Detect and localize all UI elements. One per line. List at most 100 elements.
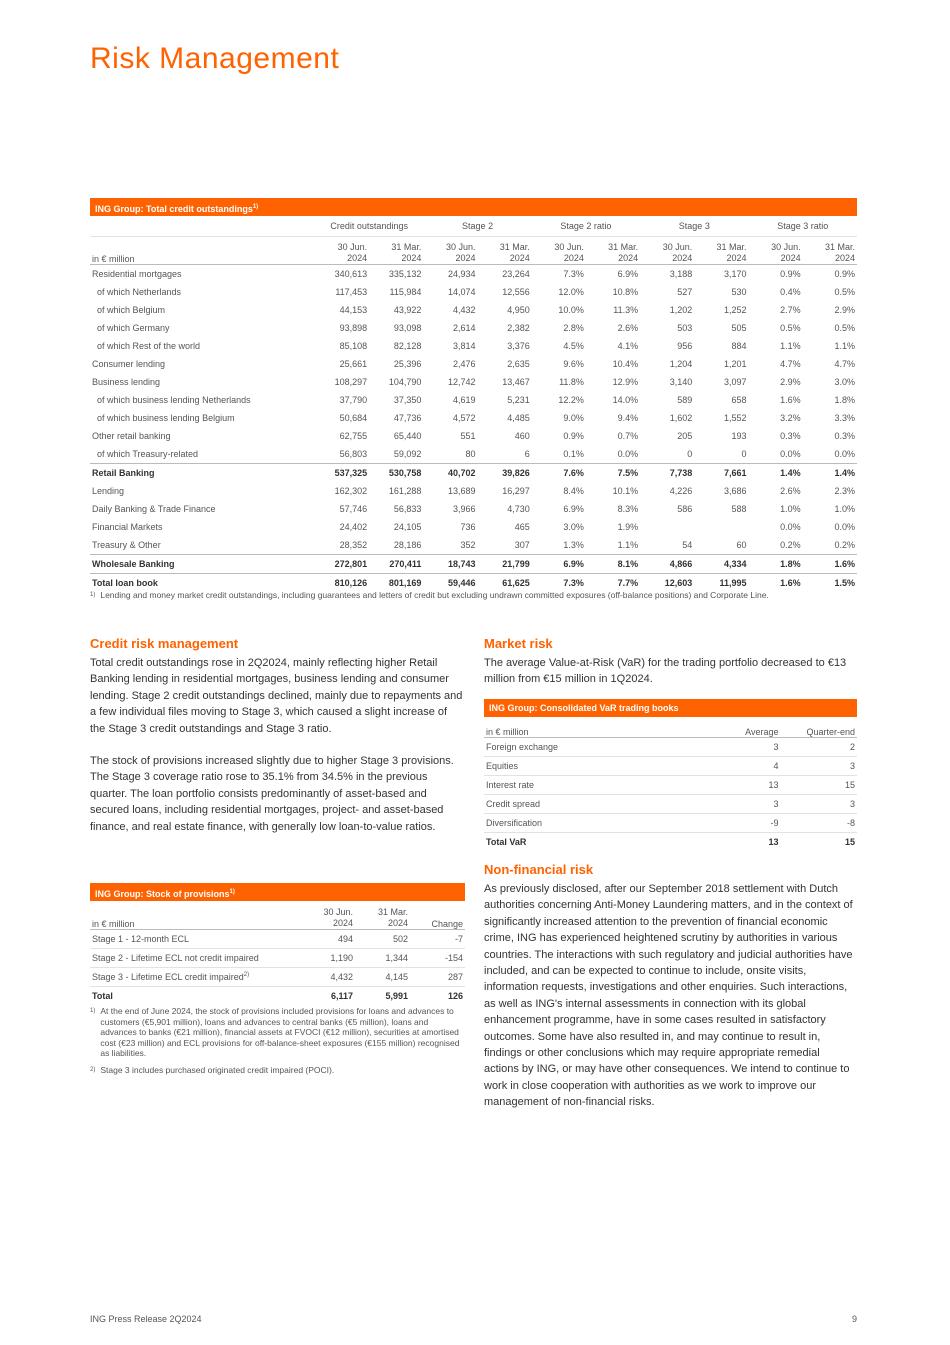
cell: 62,755: [339, 430, 368, 441]
cell: 59,446: [423, 572, 478, 592]
cell: 0.5%: [834, 286, 855, 297]
table-row: of which Germany 93,898 93,098 2,614 2,382 2.…: [90, 319, 857, 337]
provisions-table: ING Group: Stock of provisions1) in € mil…: [90, 883, 465, 1005]
cell: 340,613: [334, 268, 368, 279]
cell: 1,204: [669, 358, 693, 369]
footnote-text: Stage 3 includes purchased originated cr…: [100, 1064, 335, 1075]
cell: 0.9%: [563, 430, 584, 441]
cell: 10.0%: [558, 304, 584, 315]
cell: 658: [731, 394, 747, 405]
cell: 14.0%: [612, 394, 639, 405]
cell: 4.1%: [617, 340, 639, 351]
paragraph: The stock of provisions increased slight…: [90, 755, 454, 833]
column-header: 30 Jun. 2024: [423, 236, 478, 265]
table-row: Financial Markets 24,402 24,105 736 465 3.0% 1…: [90, 518, 857, 536]
row-label: Consumer lending: [92, 358, 166, 369]
cell: 6.9%: [563, 503, 584, 514]
cell: 9.0%: [563, 412, 584, 423]
cell: 7.7%: [585, 572, 641, 592]
column-header: 30 Jun. 2024: [315, 236, 370, 265]
cell: 4,572: [453, 412, 476, 423]
row-label: Lending: [92, 485, 125, 496]
row-label: Business lending: [92, 376, 161, 387]
table-row: Residential mortgages 340,613 335,132 24,93…: [90, 264, 857, 283]
row-label: Interest rate: [484, 775, 704, 795]
row-label: Credit spread: [484, 794, 704, 814]
cell: 13: [704, 831, 781, 851]
row-label-text: Interest rate: [486, 779, 535, 790]
table-title-note: 1): [229, 889, 235, 895]
unit-label: in € million: [90, 236, 315, 265]
table-row: Total VaR 13 15: [484, 831, 857, 851]
cell: 9.6%: [563, 358, 584, 369]
column-header: Change: [410, 901, 465, 930]
row-label: Wholesale Banking: [90, 553, 315, 573]
row-label: of which Belgium: [97, 304, 166, 315]
cell: 4,334: [694, 553, 749, 573]
header-row: in € million 30 Jun. 2024 31 Mar. 2024 Chan…: [90, 901, 465, 930]
cell: 1.0%: [780, 503, 801, 514]
cell: 1.1%: [780, 340, 801, 351]
cell: 4,432: [300, 967, 355, 987]
cell: 3,140: [669, 376, 693, 387]
footnote-mark: 1): [90, 1008, 96, 1014]
cell: 551: [460, 430, 476, 441]
cell: 10.8%: [612, 286, 639, 297]
cell: 530,758: [369, 462, 424, 482]
cell: 1.8%: [748, 553, 803, 573]
cell: 352: [460, 539, 476, 550]
cell: 7.3%: [531, 572, 586, 592]
table: in € million Average Quarter-end Foreign ex…: [484, 717, 857, 851]
cell: 47,736: [393, 412, 422, 423]
column-date: 31 Mar. 2024: [377, 906, 408, 928]
cell: 1,552: [723, 412, 747, 423]
cell: 4,485: [507, 412, 530, 423]
cell: 810,126: [315, 572, 370, 592]
column-header: Average: [704, 717, 781, 738]
cell: 1.1%: [834, 340, 855, 351]
cell: 589: [677, 394, 693, 405]
table-row: of which Belgium 44,153 43,922 4,432 4,950 10…: [90, 301, 857, 319]
cell: 2.8%: [563, 322, 584, 333]
cell: 162,302: [334, 485, 368, 496]
column-header: 30 Jun. 2024: [748, 236, 803, 265]
cell: 6,117: [300, 985, 355, 1005]
row-note: 2): [243, 971, 250, 978]
table-row: Total 6,117 5,991 126: [90, 985, 465, 1005]
cell: 3,814: [453, 340, 476, 351]
table-row: Equities 4 3: [484, 756, 857, 776]
cell: 3,097: [723, 376, 747, 387]
cell: 0: [687, 448, 693, 459]
table-title-text: ING Group: Total credit outstandings: [95, 204, 253, 214]
cell: 6.9%: [531, 553, 586, 573]
row-label-text: Stage 3 - Lifetime ECL credit impaired: [92, 971, 244, 982]
footnote: 1) Lending and money market credit outsta…: [90, 590, 857, 601]
cell: 7.5%: [585, 462, 641, 482]
cell: 3.0%: [834, 376, 855, 387]
cell: [694, 518, 748, 536]
cell: 23,264: [502, 268, 530, 279]
cell: 25,396: [393, 358, 422, 369]
cell: 4,730: [507, 503, 530, 514]
cell: 40,702: [423, 462, 478, 482]
cell: 13,689: [448, 485, 476, 496]
cell: 2.6%: [780, 485, 801, 496]
cell: 11.8%: [559, 376, 584, 387]
cell: 8.3%: [617, 503, 639, 514]
table-row: of which business lending Netherlands 37,…: [90, 391, 857, 409]
cell: 57,746: [339, 503, 368, 514]
row-label-text: Stage 2 - Lifetime ECL not credit impair…: [92, 952, 259, 963]
cell: 7.6%: [531, 462, 586, 482]
cell: 465: [514, 521, 530, 532]
cell: 2: [780, 737, 857, 757]
table-row: Daily Banking & Trade Finance 57,746 56,83…: [90, 500, 857, 518]
cell: 588: [731, 503, 747, 514]
table-row: of which Rest of the world 85,108 82,128 3,…: [90, 337, 857, 355]
credit-footnotes: 1) Lending and money market credit outsta…: [90, 590, 857, 607]
row-label: Diversification: [484, 813, 704, 833]
row-label-text: Diversification: [486, 817, 543, 828]
column-header: 31 Mar. 2024: [802, 236, 857, 265]
column-header: 31 Mar. 2024: [694, 236, 749, 265]
cell: 527: [677, 286, 693, 297]
